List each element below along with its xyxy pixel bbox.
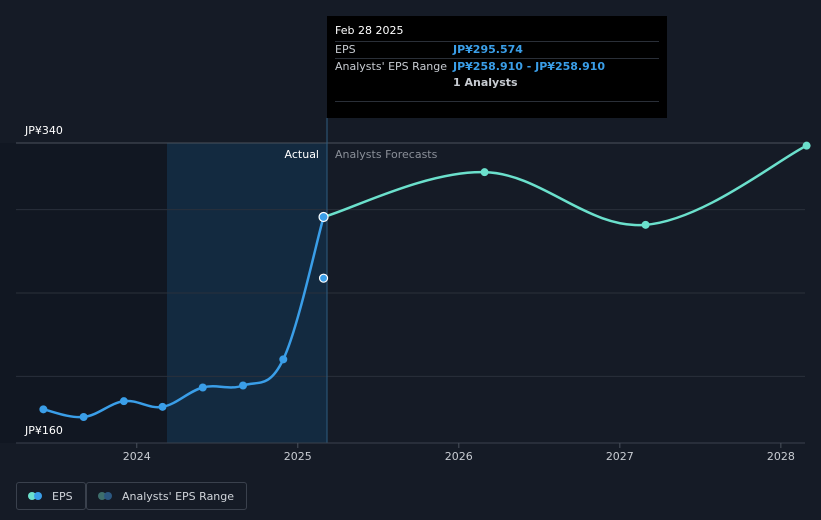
eps-actual-point[interactable]: [198, 383, 207, 392]
legend-eps-range-label: Analysts' EPS Range: [122, 489, 235, 503]
forecast-label: Analysts Forecasts: [335, 148, 438, 161]
legend-dot-forecast: [28, 492, 36, 500]
eps-actual-point[interactable]: [119, 397, 128, 406]
eps-legend-icon: [28, 491, 45, 501]
tooltip-eps-value: JP¥295.574: [453, 43, 523, 56]
eps-actual-point[interactable]: [279, 355, 288, 364]
x-tick-label: 2028: [767, 450, 795, 463]
legend-dot-range-forecast: [98, 492, 106, 500]
eps-actual-point[interactable]: [318, 211, 329, 223]
tooltip-analysts-spacer: [335, 75, 453, 91]
legend-dot-range-actual: [104, 492, 112, 500]
x-axis-ticks: 2024 2025 2026 2027 2028: [123, 443, 795, 463]
eps-range-legend-icon: [98, 491, 115, 501]
tooltip-eps-label: EPS: [335, 43, 356, 56]
eps-forecast-point[interactable]: [802, 141, 811, 150]
eps-forecast-line: [323, 144, 808, 227]
eps-forecast-point[interactable]: [641, 220, 650, 229]
tooltip-row-eps: EPS JP¥295.574: [335, 41, 659, 58]
eps-range-point[interactable]: [318, 273, 329, 283]
y-tick-label: JP¥160: [24, 424, 63, 437]
eps-actual-line: [43, 216, 325, 419]
actual-label: Actual: [285, 148, 319, 161]
gridlines: [16, 142, 805, 377]
legend-eps-label: EPS: [52, 489, 73, 503]
eps-actual-point[interactable]: [39, 405, 48, 414]
series-lines: [43, 144, 808, 419]
tooltip-range-label: Analysts' EPS Range: [335, 60, 448, 73]
tooltip-range-value: JP¥258.910 - JP¥258.910: [453, 60, 606, 73]
legend-dot-actual: [34, 492, 42, 500]
legend-eps-range[interactable]: Analysts' EPS Range: [86, 482, 248, 510]
eps-actual-point[interactable]: [158, 402, 167, 411]
tooltip-divider: [335, 101, 659, 102]
y-tick-label: JP¥340: [24, 124, 63, 137]
x-tick-label: 2024: [123, 450, 151, 463]
eps-actual-point[interactable]: [79, 413, 88, 421]
tooltip-row-analysts: 1 Analysts: [335, 75, 659, 91]
y-axis-ticks: JP¥160 JP¥340: [24, 124, 63, 437]
x-tick-label: 2027: [606, 450, 634, 463]
series-points: [39, 141, 811, 421]
tooltip: Feb 28 2025 EPS JP¥295.574 Analysts' EPS…: [327, 16, 667, 118]
tooltip-date: Feb 28 2025: [335, 24, 404, 37]
eps-forecast-point[interactable]: [480, 168, 489, 177]
tooltip-analysts-value: 1 Analysts: [453, 76, 518, 89]
tooltip-row-range: Analysts' EPS Range JP¥258.910 - JP¥258.…: [335, 58, 659, 75]
legend-eps[interactable]: EPS: [16, 482, 86, 510]
x-tick-label: 2025: [284, 450, 312, 463]
x-tick-label: 2026: [445, 450, 473, 463]
eps-actual-point[interactable]: [239, 381, 248, 390]
